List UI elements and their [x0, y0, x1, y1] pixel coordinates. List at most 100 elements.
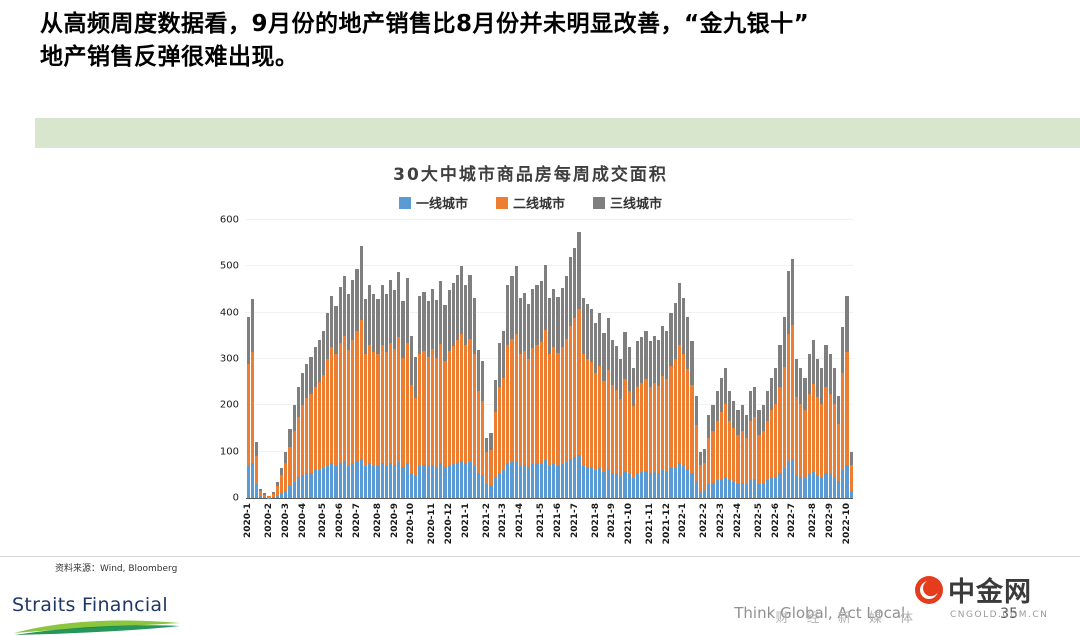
heading-line-2: 地产销售反弹很难出现。	[40, 44, 299, 71]
stacked-bar-week	[719, 220, 723, 498]
stacked-bar-week	[824, 220, 828, 498]
x-tick-label: 2020-9	[389, 503, 400, 539]
stacked-bar-week	[506, 220, 510, 498]
x-tick-label: 2021-8	[590, 503, 601, 539]
stacked-bar-week	[594, 220, 598, 498]
x-tick-label: 2020-11	[427, 503, 438, 545]
stacked-bar-week	[280, 220, 284, 498]
stacked-bar-week	[372, 220, 376, 498]
x-tick-label: 2021-3	[498, 503, 509, 539]
stacked-bar-week	[619, 220, 623, 498]
stacked-bar-week	[560, 220, 564, 498]
stacked-bar-week	[832, 220, 836, 498]
stacked-bar-week	[267, 220, 271, 498]
x-tick-label: 2021-9	[607, 503, 618, 539]
stacked-bar-week	[702, 220, 707, 498]
stacked-bar-week	[510, 220, 514, 498]
stacked-bar-week	[246, 220, 250, 498]
stacked-bar-week	[485, 220, 489, 498]
x-tick-label: 2022-10	[841, 503, 852, 545]
stacked-bar-week	[552, 220, 556, 498]
x-tick-label: 2021-5	[536, 503, 547, 539]
footer-divider	[0, 556, 1080, 557]
source-note: 资料来源：Wind, Bloomberg	[55, 564, 178, 574]
stacked-bar-week	[367, 220, 372, 498]
x-tick-label: 2021-1	[460, 503, 471, 539]
stacked-bar-week	[753, 220, 757, 498]
stacked-bar-week	[732, 220, 736, 498]
stacked-bar-week	[811, 220, 815, 498]
stacked-bar-week	[644, 220, 648, 498]
stacked-bar-week	[288, 220, 292, 498]
stacked-bar-week	[652, 220, 656, 498]
stacked-bar-week	[698, 220, 702, 498]
stacked-bar-week	[677, 220, 681, 498]
x-tick-label: 2020-6	[335, 503, 346, 539]
cngold-logo-icon	[915, 575, 943, 604]
stacked-bar-week	[539, 220, 543, 498]
stacked-bar-week	[606, 220, 610, 498]
stacked-bar-week	[317, 220, 321, 498]
stacked-bar-week	[656, 220, 661, 498]
legend-label-tier2: 二线城市	[512, 197, 565, 212]
stacked-bar-week	[455, 220, 460, 498]
stacked-bar-week	[460, 220, 464, 498]
stacked-bar-week	[765, 220, 769, 498]
stacked-bar-week	[610, 220, 614, 498]
x-tick-label: 2022-9	[824, 503, 835, 539]
plot-area	[246, 219, 853, 499]
stacked-bar-week	[845, 220, 849, 498]
straits-financial-logo: Straits Financial	[12, 594, 192, 636]
stacked-bar-week	[347, 220, 351, 498]
stacked-bar-week	[564, 220, 568, 498]
stacked-bar-week	[627, 220, 631, 498]
stacked-bar-week	[694, 220, 698, 498]
stacked-bar-week	[556, 220, 560, 498]
stacked-bar-week	[489, 220, 493, 498]
legend-swatch-tier3	[593, 196, 605, 209]
stacked-bar-week	[405, 220, 409, 498]
stacked-bar-week	[527, 220, 531, 498]
stacked-bar-week	[682, 220, 686, 498]
stacked-bar-week	[728, 220, 732, 498]
stacked-bar-week	[795, 220, 799, 498]
stacked-bar-week	[296, 220, 300, 498]
stacked-bar-week	[501, 220, 506, 498]
stacked-bar-week	[430, 220, 434, 498]
stacked-bar-week	[384, 220, 388, 498]
x-tick-label: 2022-6	[770, 503, 781, 539]
stacked-bar-week	[338, 220, 342, 498]
stacked-bar-week	[300, 220, 305, 498]
x-tick-label: 2021-11	[644, 503, 655, 545]
stacked-bar-week	[690, 220, 694, 498]
stacked-bar-week	[749, 220, 753, 498]
logo-text: Straits Financial	[12, 594, 168, 616]
watermark-brand: 中金网	[948, 577, 1032, 608]
stacked-bar-week	[388, 220, 393, 498]
stacked-bar-week	[326, 220, 330, 498]
stacked-bar-week	[464, 220, 468, 498]
stacked-bar-week	[577, 220, 581, 498]
legend-label-tier1: 一线城市	[415, 197, 468, 212]
stacked-bar-week	[414, 220, 418, 498]
stacked-bar-week	[665, 220, 669, 498]
stacked-bar-week	[761, 220, 765, 498]
x-tick-label: 2020-5	[318, 503, 329, 539]
stacked-bar-week	[422, 220, 426, 498]
stacked-bar-week	[640, 220, 644, 498]
stacked-bar-week	[635, 220, 640, 498]
stacked-bar-week	[472, 220, 476, 498]
stacked-bar-week	[351, 220, 355, 498]
stacked-bar-week	[581, 220, 585, 498]
stacked-bar-week	[309, 220, 313, 498]
stacked-bar-week	[418, 220, 422, 498]
stacked-bar-week	[585, 220, 589, 498]
stacked-bar-week	[828, 220, 832, 498]
heading-line-1: 从高频周度数据看，9月份的地产销售比8月份并未明显改善，“金九银十”	[40, 11, 810, 37]
stacked-bar-week	[589, 220, 594, 498]
stacked-bar-week	[790, 220, 795, 498]
stacked-bar-week	[334, 220, 338, 498]
stacked-bar-week	[439, 220, 443, 498]
stacked-bar-week	[401, 220, 405, 498]
stacked-bar-week	[849, 220, 853, 498]
